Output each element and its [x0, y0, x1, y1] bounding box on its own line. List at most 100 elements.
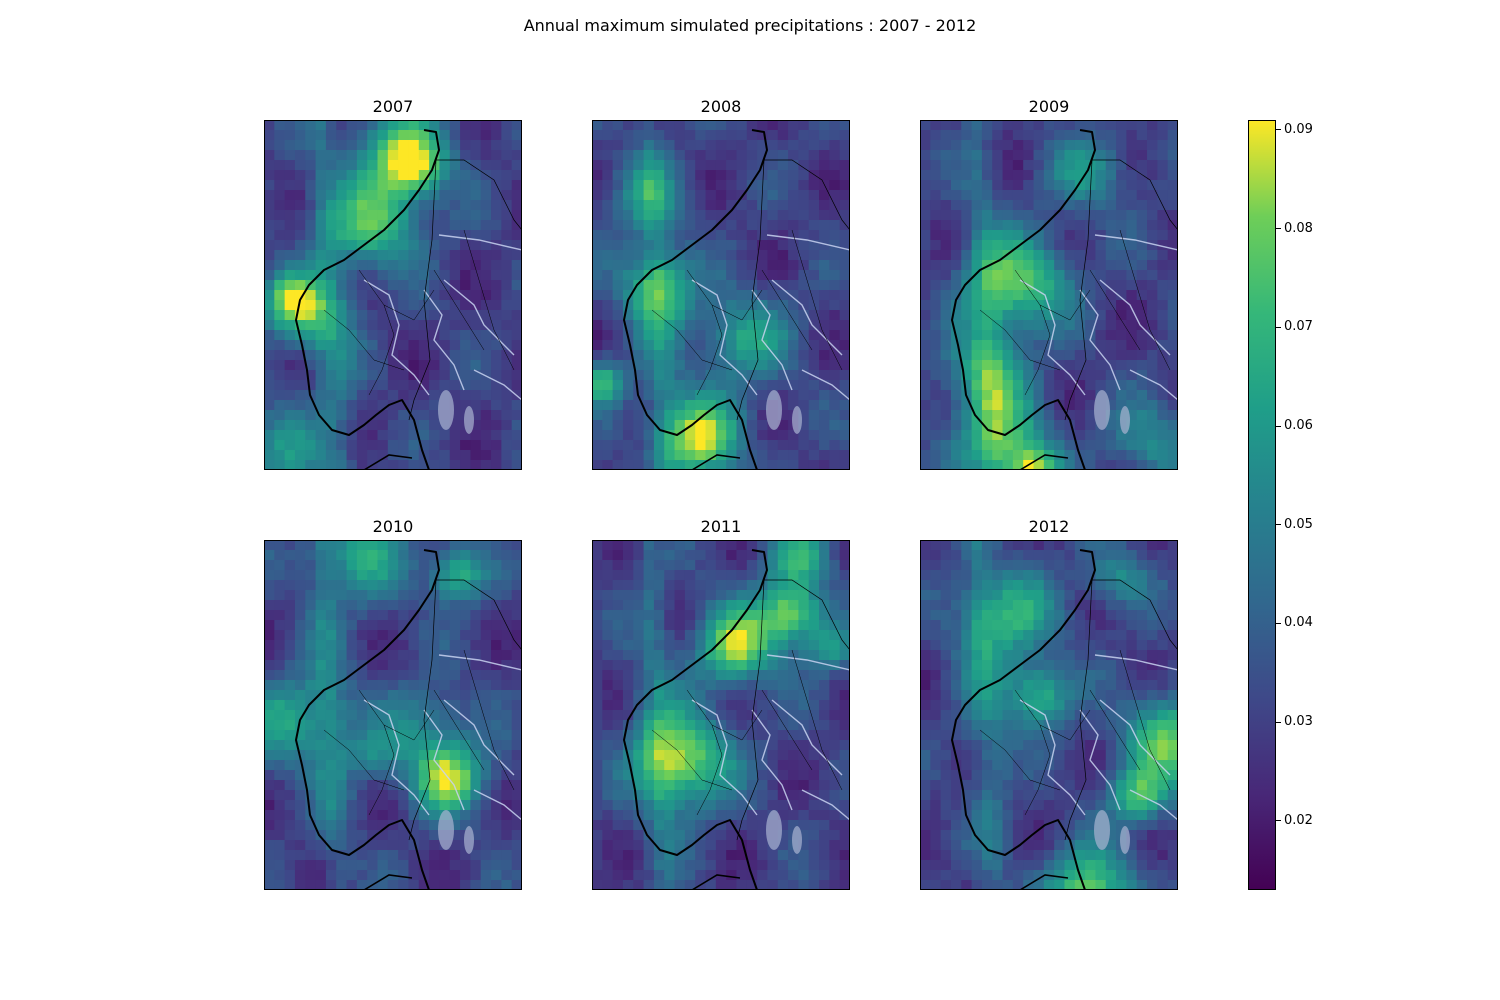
- river-line: [801, 369, 850, 401]
- national-border: [1064, 579, 1093, 841]
- map-frame: [592, 540, 850, 890]
- region-border: [686, 269, 723, 396]
- region-border: [979, 309, 1061, 371]
- panel-title-2007: 2007: [372, 97, 414, 116]
- lake-shape: [438, 810, 454, 850]
- coastline: [691, 454, 741, 470]
- coastline: [295, 129, 440, 470]
- river-line: [438, 234, 522, 251]
- region-border: [761, 269, 813, 351]
- colorbar-tick-mark: [1276, 820, 1281, 822]
- river-line: [1094, 234, 1178, 251]
- river-line: [363, 279, 430, 396]
- coastline: [1019, 874, 1069, 890]
- region-border: [791, 229, 843, 371]
- coastline: [1019, 454, 1069, 470]
- colorbar-tick-mark: [1276, 326, 1281, 328]
- precipitation-map: [920, 540, 1178, 890]
- lake-shape: [792, 826, 802, 854]
- region-border: [433, 269, 485, 351]
- river-line: [1019, 699, 1086, 816]
- river-line: [801, 789, 850, 821]
- national-border: [436, 579, 522, 651]
- river-line: [1079, 709, 1121, 811]
- river-line: [1094, 654, 1178, 671]
- river-line: [438, 654, 522, 671]
- lake-shape: [792, 406, 802, 434]
- colorbar-tick-label: 0.09: [1284, 121, 1313, 137]
- region-border: [651, 309, 733, 371]
- river-line: [1079, 289, 1121, 391]
- lake-shape: [1120, 826, 1130, 854]
- region-border: [791, 649, 843, 791]
- river-line: [423, 289, 465, 391]
- region-border: [323, 309, 405, 371]
- panel-title-2012: 2012: [1028, 517, 1070, 536]
- colorbar-tick-mark: [1276, 425, 1281, 427]
- colorbar-tick-label: 0.03: [1284, 714, 1313, 730]
- region-border: [1039, 709, 1091, 741]
- region-border: [1089, 269, 1141, 351]
- region-border: [1014, 689, 1051, 816]
- coastline: [951, 549, 1096, 890]
- coastline: [363, 454, 413, 470]
- colorbar-gradient: [1248, 120, 1276, 890]
- coastline: [623, 129, 768, 470]
- panel-title-2009: 2009: [1028, 97, 1070, 116]
- panel-title-2010: 2010: [372, 517, 414, 536]
- colorbar-tick-mark: [1276, 524, 1281, 526]
- river-line: [766, 234, 850, 251]
- region-border: [323, 729, 405, 791]
- region-border: [383, 709, 435, 741]
- river-line: [1019, 279, 1086, 396]
- colorbar-tick-label: 0.04: [1284, 615, 1313, 631]
- map-panel-2011: [592, 540, 850, 890]
- region-border: [358, 269, 395, 396]
- lake-shape: [766, 390, 782, 430]
- national-border: [1092, 579, 1178, 651]
- national-border: [1092, 159, 1178, 231]
- region-border: [383, 289, 435, 321]
- colorbar-tick-mark: [1276, 622, 1281, 624]
- river-line: [363, 699, 430, 816]
- region-border: [433, 689, 485, 771]
- river-line: [1129, 369, 1178, 401]
- river-line: [751, 709, 793, 811]
- region-border: [358, 689, 395, 816]
- figure-title: Annual maximum simulated precipitations …: [523, 16, 977, 35]
- region-border: [463, 649, 515, 791]
- national-border: [736, 579, 765, 841]
- colorbar: [1248, 120, 1276, 890]
- national-border: [408, 579, 437, 841]
- lake-shape: [1094, 810, 1110, 850]
- region-border: [1119, 649, 1171, 791]
- map-panel-2008: [592, 120, 850, 470]
- national-border: [764, 159, 850, 231]
- river-line: [766, 654, 850, 671]
- precipitation-grid: [920, 540, 1178, 890]
- region-border: [686, 689, 723, 816]
- precipitation-map: [264, 120, 522, 470]
- region-border: [711, 289, 763, 321]
- map-frame: [920, 540, 1178, 890]
- river-line: [691, 699, 758, 816]
- lake-shape: [464, 406, 474, 434]
- map-frame: [592, 120, 850, 470]
- national-border: [436, 159, 522, 231]
- precipitation-map: [920, 120, 1178, 470]
- map-frame: [920, 120, 1178, 470]
- lake-shape: [766, 810, 782, 850]
- lake-shape: [438, 390, 454, 430]
- national-border: [408, 159, 437, 421]
- map-panel-2009: [920, 120, 1178, 470]
- region-border: [651, 729, 733, 791]
- precipitation-map: [592, 540, 850, 890]
- colorbar-tick-label: 0.08: [1284, 220, 1313, 236]
- map-panel-2012: [920, 540, 1178, 890]
- coastline: [363, 874, 413, 890]
- region-border: [711, 709, 763, 741]
- national-border: [764, 579, 850, 651]
- colorbar-tick-mark: [1276, 129, 1281, 131]
- river-line: [423, 709, 465, 811]
- river-line: [751, 289, 793, 391]
